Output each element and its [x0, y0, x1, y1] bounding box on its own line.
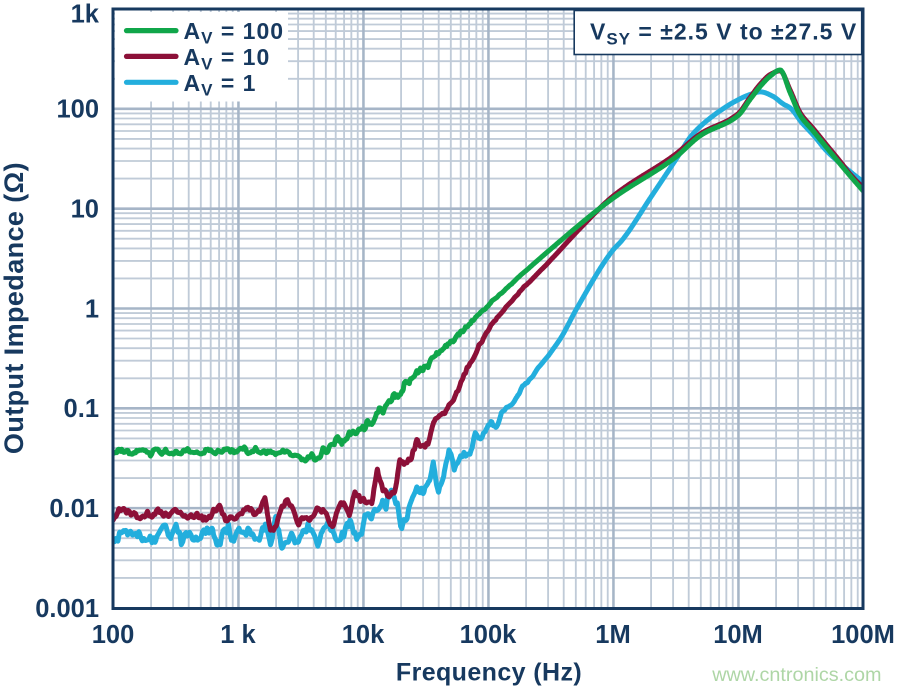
svg-text:AV = 1: AV = 1	[184, 70, 257, 100]
svg-text:1: 1	[85, 295, 99, 323]
svg-text:1 k: 1 k	[220, 621, 256, 649]
svg-text:AV = 10: AV = 10	[184, 44, 271, 74]
svg-text:0.001: 0.001	[35, 595, 99, 623]
svg-text:100: 100	[92, 621, 135, 649]
svg-text:Output Impedance (Ω): Output Impedance (Ω)	[0, 162, 29, 454]
svg-text:0.01: 0.01	[49, 495, 99, 523]
svg-text:Frequency (Hz): Frequency (Hz)	[396, 659, 582, 687]
svg-text:www.cntronics.com: www.cntronics.com	[711, 664, 881, 686]
svg-text:1k: 1k	[71, 1, 100, 29]
svg-text:100: 100	[56, 96, 99, 124]
svg-text:10M: 10M	[713, 621, 763, 649]
svg-text:100k: 100k	[460, 621, 518, 649]
svg-text:AV = 100: AV = 100	[184, 18, 285, 48]
svg-text:VSY = ±2.5 V to ±27.5 V: VSY = ±2.5 V to ±27.5 V	[590, 19, 857, 49]
svg-text:100M: 100M	[831, 621, 895, 649]
svg-text:0.1: 0.1	[64, 395, 99, 423]
svg-text:1M: 1M	[595, 621, 630, 649]
svg-text:10k: 10k	[342, 621, 385, 649]
svg-text:10: 10	[71, 196, 99, 224]
